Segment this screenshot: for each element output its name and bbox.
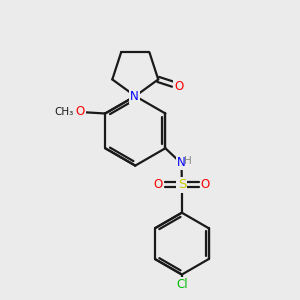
Text: N: N bbox=[130, 90, 139, 103]
Text: S: S bbox=[178, 178, 186, 191]
Text: O: O bbox=[201, 178, 210, 191]
Text: Cl: Cl bbox=[176, 278, 188, 291]
Text: H: H bbox=[184, 156, 192, 166]
Text: N: N bbox=[177, 156, 186, 169]
Text: CH₃: CH₃ bbox=[54, 107, 74, 117]
Text: O: O bbox=[174, 80, 184, 93]
Text: O: O bbox=[154, 178, 163, 191]
Text: O: O bbox=[75, 105, 85, 118]
